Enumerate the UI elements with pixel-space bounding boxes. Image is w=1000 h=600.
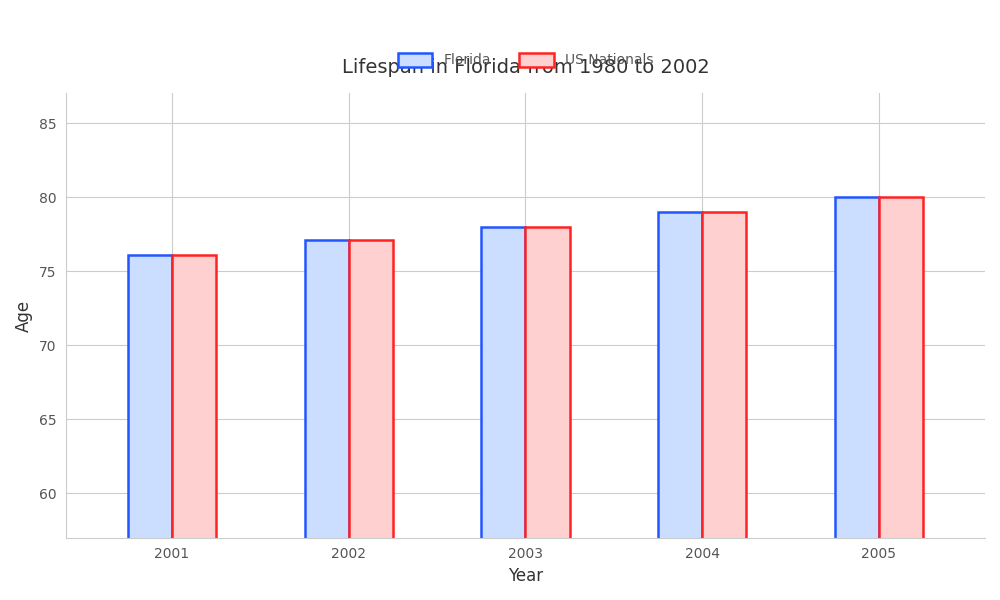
- Bar: [128, 255, 172, 600]
- Bar: [525, 227, 570, 600]
- Bar: [835, 197, 879, 600]
- Title: Lifespan in Florida from 1980 to 2002: Lifespan in Florida from 1980 to 2002: [342, 58, 709, 77]
- Bar: [349, 240, 393, 600]
- Bar: [879, 197, 923, 600]
- Y-axis label: Age: Age: [15, 299, 33, 332]
- Legend: Florida, US Nationals: Florida, US Nationals: [392, 47, 659, 73]
- Bar: [172, 255, 216, 600]
- Bar: [481, 227, 525, 600]
- X-axis label: Year: Year: [508, 567, 543, 585]
- Bar: [305, 240, 349, 600]
- Bar: [658, 212, 702, 600]
- Bar: [702, 212, 746, 600]
